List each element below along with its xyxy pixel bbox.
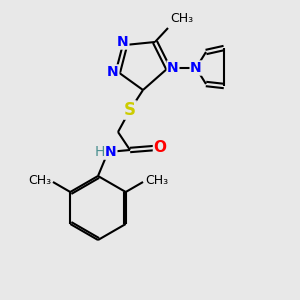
Text: N: N: [107, 65, 119, 79]
Text: CH₃: CH₃: [28, 175, 51, 188]
Text: CH₃: CH₃: [145, 175, 168, 188]
Text: S: S: [124, 101, 136, 119]
Text: H: H: [95, 145, 105, 159]
Text: CH₃: CH₃: [170, 12, 193, 25]
Text: N: N: [117, 35, 129, 49]
Text: N: N: [190, 61, 202, 75]
Text: N: N: [105, 145, 117, 159]
Text: O: O: [154, 140, 166, 155]
Text: N: N: [167, 61, 179, 75]
